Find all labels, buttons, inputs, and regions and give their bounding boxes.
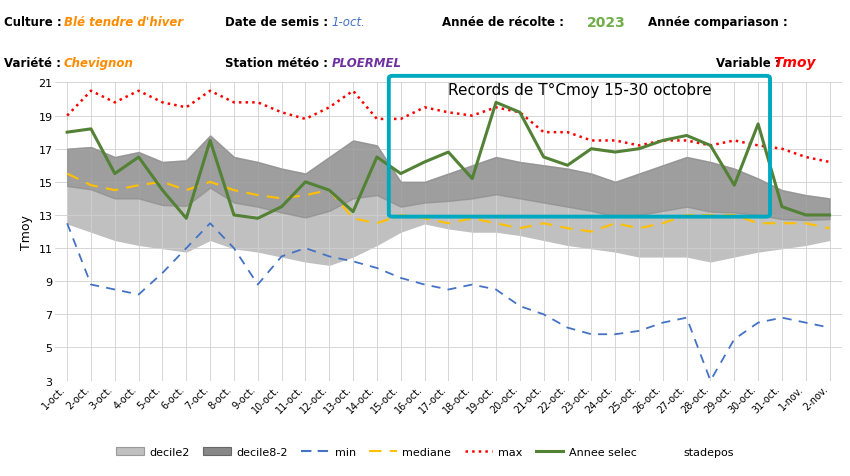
- Text: Station météo :: Station météo :: [225, 57, 328, 69]
- Text: Date de semis :: Date de semis :: [225, 16, 328, 29]
- Legend: decile2, decile8-2, min, mediane, max, Annee selec, stadepos: decile2, decile8-2, min, mediane, max, A…: [116, 447, 734, 457]
- Text: PLOERMEL: PLOERMEL: [332, 57, 401, 69]
- Text: 1-oct.: 1-oct.: [332, 16, 366, 29]
- Text: Année compariason :: Année compariason :: [648, 16, 787, 29]
- Text: Records de T°Cmoy 15-30 octobre: Records de T°Cmoy 15-30 octobre: [448, 82, 711, 98]
- Text: Variable :: Variable :: [716, 57, 779, 69]
- Text: 2023: 2023: [586, 16, 626, 30]
- Text: Tmoy: Tmoy: [774, 56, 816, 70]
- Y-axis label: Tmoy: Tmoy: [20, 215, 33, 249]
- Text: Année de récolte :: Année de récolte :: [442, 16, 564, 29]
- Text: Variété :: Variété :: [4, 57, 61, 69]
- Text: Culture :: Culture :: [4, 16, 62, 29]
- Text: Chevignon: Chevignon: [64, 57, 133, 69]
- Text: Blé tendre d'hiver: Blé tendre d'hiver: [64, 16, 183, 29]
